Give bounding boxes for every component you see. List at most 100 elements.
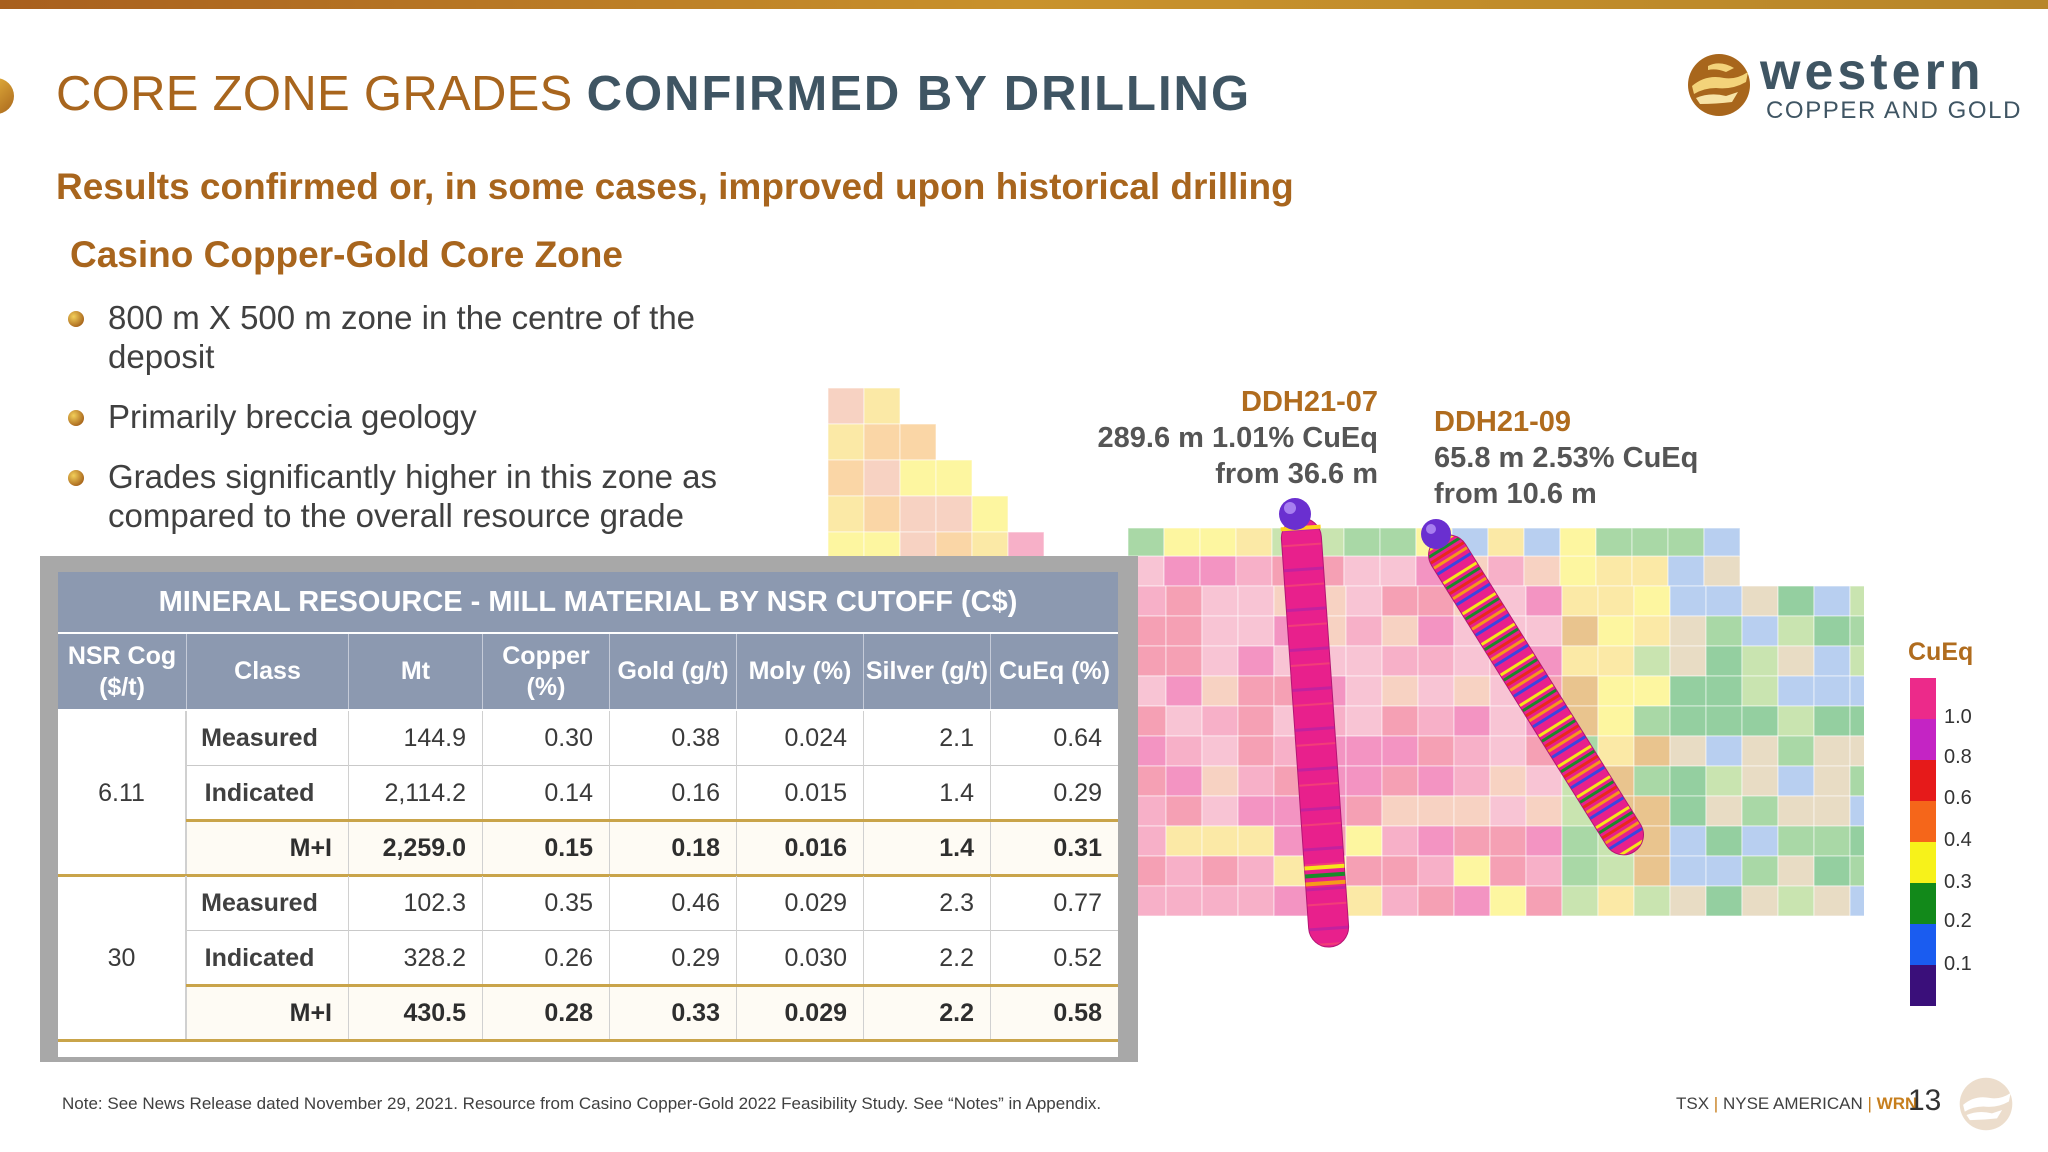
model-block — [1849, 735, 1864, 767]
cell-gold: 0.16 — [609, 766, 736, 821]
model-block — [1633, 855, 1671, 887]
cell-moly: 0.029 — [736, 986, 863, 1041]
model-block — [1165, 885, 1203, 917]
model-block — [1453, 705, 1491, 737]
model-block — [1705, 855, 1743, 887]
company-logo: western COPPER AND GOLD — [1686, 43, 2020, 126]
model-block — [1849, 705, 1864, 737]
model-block — [1165, 645, 1203, 677]
model-block — [1381, 645, 1419, 677]
model-block — [1163, 555, 1201, 587]
model-block — [1741, 585, 1779, 617]
model-block — [1381, 585, 1419, 617]
legend-swatch — [1910, 883, 1936, 925]
legend-title: CuEq — [1908, 638, 1974, 666]
model-block — [1201, 675, 1239, 707]
model-block — [1201, 885, 1239, 917]
model-block — [828, 495, 865, 533]
ddh21-09-drillhole — [1421, 519, 1644, 856]
model-block — [1777, 735, 1815, 767]
model-block — [1165, 855, 1203, 887]
cell-cueq: 0.29 — [990, 766, 1118, 821]
group-divider — [58, 874, 1118, 877]
cell-copper: 0.30 — [482, 711, 609, 766]
model-block — [1597, 705, 1635, 737]
model-block — [1777, 855, 1815, 887]
model-block — [1849, 765, 1864, 797]
model-block — [1417, 765, 1455, 797]
model-block — [1777, 675, 1815, 707]
model-block — [828, 423, 865, 461]
cell-moly: 0.029 — [736, 876, 863, 931]
resource-table: MINERAL RESOURCE - MILL MATERIAL BY NSR … — [58, 572, 1118, 1057]
legend-swatch — [1910, 760, 1936, 802]
model-block — [1741, 855, 1779, 887]
model-block — [1381, 705, 1419, 737]
model-block — [1561, 855, 1599, 887]
model-block — [1777, 705, 1815, 737]
model-block — [1489, 855, 1527, 887]
model-block — [1705, 825, 1743, 857]
nsr-cutoff-cell: 6.11 — [58, 711, 186, 876]
ddh21-07-drillhole — [1279, 498, 1350, 948]
model-block — [1417, 615, 1455, 647]
cell-silver: 2.3 — [863, 876, 990, 931]
bullet-item: 800 m X 500 m zone in the centre of the … — [68, 298, 768, 376]
model-block — [1849, 645, 1864, 677]
model-block — [1705, 585, 1743, 617]
model-block — [1597, 585, 1635, 617]
top-accent-bar — [0, 0, 2048, 9]
model-block — [1667, 527, 1705, 557]
model-block — [1669, 855, 1707, 887]
model-block — [1453, 645, 1491, 677]
header-silver: Silver (g/t) — [863, 634, 990, 709]
model-block — [1669, 645, 1707, 677]
model-block — [1525, 765, 1563, 797]
model-block — [1489, 765, 1527, 797]
cell-silver: 2.1 — [863, 711, 990, 766]
cell-mt: 144.9 — [348, 711, 482, 766]
page-number: 13 — [1908, 1084, 1942, 1117]
cell-copper: 0.14 — [482, 766, 609, 821]
model-block — [1343, 527, 1381, 557]
footnote: Note: See News Release dated November 29… — [62, 1094, 1102, 1113]
model-block — [1381, 675, 1419, 707]
model-block — [1199, 527, 1237, 557]
legend-swatch — [1910, 924, 1936, 966]
cell-cueq: 0.77 — [990, 876, 1118, 931]
model-block — [1813, 885, 1851, 917]
model-block — [1345, 585, 1383, 617]
legend-swatch — [1910, 678, 1936, 720]
model-block — [1201, 615, 1239, 647]
model-block — [1813, 645, 1851, 677]
model-block — [1343, 555, 1381, 587]
model-block — [1703, 527, 1741, 557]
cell-class: M+I — [186, 986, 348, 1041]
model-block — [1813, 615, 1851, 647]
model-block — [1417, 705, 1455, 737]
eagle-emblem-icon — [1688, 54, 1750, 116]
model-block — [1813, 825, 1851, 857]
header-nsr: NSR Cog ($/t) — [67, 641, 177, 701]
model-block — [828, 459, 865, 497]
cell-silver: 1.4 — [863, 766, 990, 821]
model-block — [1345, 735, 1383, 767]
model-block — [1705, 645, 1743, 677]
model-block — [1669, 705, 1707, 737]
model-block — [1633, 615, 1671, 647]
model-block — [1705, 675, 1743, 707]
model-block — [1741, 705, 1779, 737]
model-block — [1127, 527, 1165, 557]
model-block — [1705, 735, 1743, 767]
cell-cueq: 0.52 — [990, 931, 1118, 986]
model-block — [1669, 765, 1707, 797]
model-block — [1237, 735, 1275, 767]
model-block — [1345, 855, 1383, 887]
model-block — [1237, 615, 1275, 647]
model-block — [1237, 585, 1275, 617]
model-block — [1345, 885, 1383, 917]
model-block — [1633, 645, 1671, 677]
model-block — [1849, 885, 1864, 917]
model-block — [1703, 555, 1741, 587]
section-heading: Casino Copper-Gold Core Zone — [70, 234, 623, 275]
